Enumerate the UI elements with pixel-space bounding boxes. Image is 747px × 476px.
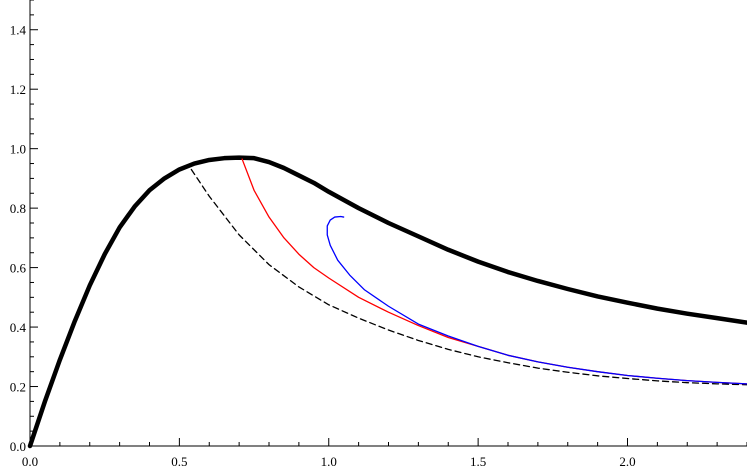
x-tick-label: 1.0 — [321, 454, 337, 469]
x-tick-label: 2.0 — [619, 454, 635, 469]
y-tick-label: 0.6 — [10, 261, 27, 276]
axis-ticks — [29, 0, 747, 447]
y-tick-label: 0.4 — [10, 320, 27, 335]
x-tick-label: 1.5 — [470, 454, 486, 469]
series-line-1 — [27, 155, 747, 449]
series-lines — [27, 155, 747, 449]
series-line-3 — [241, 158, 747, 385]
x-tick-label: 0.5 — [171, 454, 187, 469]
series-line-2 — [190, 168, 747, 386]
y-tick-label: 0.8 — [10, 201, 26, 216]
y-tick-label: 1.2 — [10, 82, 26, 97]
y-tick-label: 0.2 — [10, 380, 26, 395]
y-tick-label: 1.4 — [10, 23, 27, 38]
x-tick-label: 0.0 — [22, 454, 38, 469]
series-line-4 — [326, 215, 747, 385]
y-tick-label: 1.0 — [10, 142, 26, 157]
y-tick-label: 0.0 — [10, 439, 26, 454]
tick-labels: 0.0 0.5 1.0 1.5 2.0 0.0 0.2 0.4 0.6 0.8 1.0 1.2 1.4 — [10, 23, 636, 469]
